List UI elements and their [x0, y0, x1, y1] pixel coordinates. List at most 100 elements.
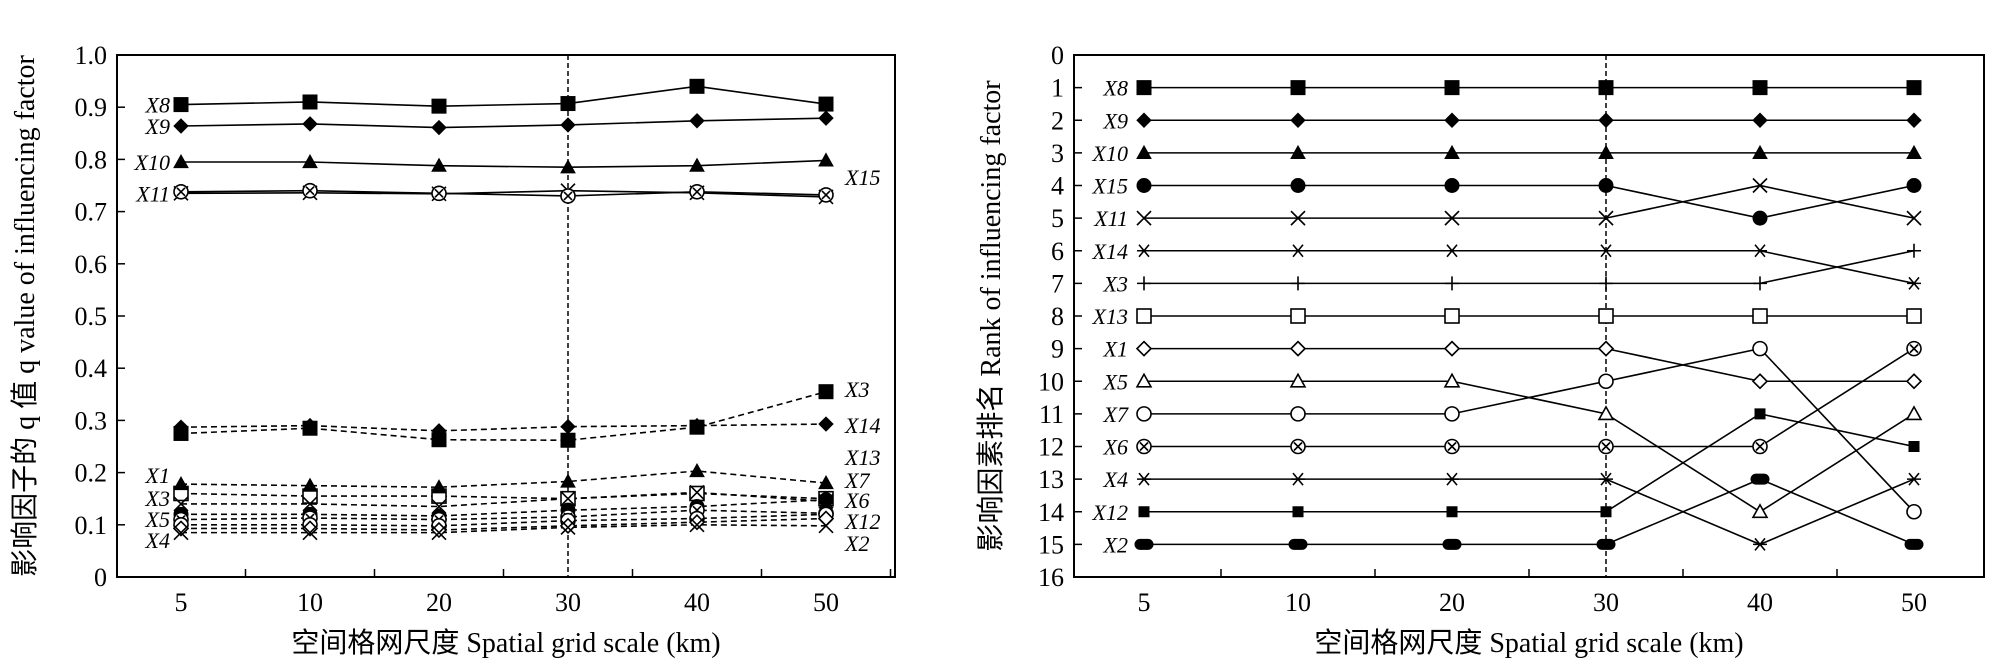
R-point-x9-shape [1598, 112, 1614, 128]
R-point-x6-cross [1447, 441, 1457, 452]
L-point-x3 [818, 384, 834, 400]
R-point-x14-shape [1291, 244, 1305, 258]
R-point-x3 [1599, 276, 1613, 291]
L-point-x7-shape [818, 475, 834, 490]
R-point-x7 [1752, 340, 1768, 357]
R-point-x8-shape [1290, 80, 1306, 96]
R-point-x15-shape [1290, 178, 1306, 193]
L-x-tick-label: 40 [684, 588, 710, 617]
R-point-x2 [1134, 538, 1154, 550]
L-point-x2 [560, 519, 576, 535]
R-point-x13-shape [1598, 308, 1614, 324]
R-point-x15 [1136, 178, 1152, 193]
R-y-tick-label: 11 [1039, 400, 1064, 429]
R-point-x6-cross [1755, 441, 1765, 452]
R-point-x6 [1444, 438, 1460, 455]
R-series-label-x2: X2 [1103, 532, 1128, 557]
R-point-x8-shape [1136, 80, 1152, 96]
R-point-x9-shape [1752, 112, 1768, 128]
R-point-x12 [1138, 506, 1150, 518]
R-y-tick-label: 10 [1038, 367, 1064, 396]
L-series-label-x5: X5 [145, 507, 170, 532]
R-series-line-x3 [1144, 249, 1915, 285]
L-y-tick-label: 0.7 [75, 198, 108, 227]
L-point-x2 [431, 525, 447, 541]
L-series-line-x10 [181, 159, 827, 169]
R-series-label-x14: X14 [1092, 239, 1128, 264]
R-point-x11 [1444, 210, 1460, 226]
R-point-x9-shape [1290, 112, 1306, 128]
R-point-x8-shape [1752, 80, 1768, 96]
R-point-x4 [1137, 472, 1151, 486]
R-point-x6-cross [1909, 344, 1919, 354]
R-series-line-x12 [1144, 413, 1915, 513]
R-point-x13-shape [1444, 308, 1460, 324]
R-point-x3 [1137, 276, 1151, 291]
R-point-x10 [1136, 144, 1152, 159]
R-series-line-x1 [1144, 347, 1914, 383]
L-point-x6-shape [818, 492, 834, 508]
L-point-x10 [302, 153, 318, 169]
R-point-x13 [1598, 308, 1614, 324]
L-series-label-x10: X10 [134, 150, 170, 175]
L-point-x3 [560, 432, 576, 448]
R-point-x14-shape [1599, 244, 1613, 258]
L-series-label-x4: X4 [145, 528, 170, 553]
L-point-x10-shape [689, 157, 705, 172]
R-point-x9 [1906, 112, 1922, 128]
L-point-x8 [689, 78, 705, 94]
R-point-x14 [1291, 244, 1305, 258]
R-point-x8-shape [1598, 80, 1614, 96]
L-point-x7 [302, 477, 318, 492]
R-point-x15-shape [1136, 178, 1152, 193]
R-point-x2-shape [1904, 538, 1924, 550]
R-y-tick-label: 3 [1051, 139, 1064, 168]
R-point-x12 [1754, 408, 1766, 420]
R-point-x12-shape [1600, 506, 1612, 518]
R-point-x15 [1290, 178, 1306, 193]
R-point-x6 [1752, 438, 1768, 455]
L-point-x7 [431, 479, 447, 494]
L-point-x15-cross [563, 191, 573, 201]
R-point-x9 [1752, 112, 1768, 128]
R-point-x1-shape [1443, 340, 1461, 357]
R-point-x15-shape [1752, 210, 1768, 226]
R-point-x1-shape [1751, 373, 1769, 390]
R-x-tick-label: 20 [1439, 588, 1465, 617]
L-point-x14 [560, 418, 576, 435]
L-point-x2 [689, 517, 705, 533]
R-point-x14 [1137, 244, 1151, 258]
L-x-tick-label: 10 [297, 588, 323, 617]
R-point-x8 [1290, 80, 1306, 96]
R-point-x2 [1288, 538, 1308, 550]
R-point-x11 [1136, 210, 1152, 226]
L-point-x4-shape [301, 520, 319, 537]
R-point-x2-shape [1750, 473, 1770, 485]
L-point-x8-shape [302, 94, 318, 110]
L-y-tick-label: 0.5 [75, 302, 108, 331]
L-point-x8-shape [431, 98, 447, 114]
R-point-x12 [1292, 506, 1304, 518]
R-point-x10 [1752, 144, 1768, 159]
R-y-tick-label: 7 [1051, 269, 1064, 298]
L-x-tick-label: 5 [175, 588, 188, 617]
R-point-x11-shape [1444, 210, 1460, 226]
R-point-x11-shape [1752, 177, 1768, 194]
left-y-axis-title: 影响因子的 q 值 q value of influencing factor [9, 54, 41, 576]
right-y-axis-title: 影响因素排名 Rank of influencing factor [975, 80, 1007, 552]
R-y-tick-label: 4 [1051, 172, 1064, 201]
R-point-x4-shape [1599, 472, 1613, 486]
R-series-label-x10: X10 [1092, 141, 1128, 166]
R-series-label-x15: X15 [1092, 174, 1128, 199]
L-point-x15 [560, 188, 576, 204]
R-point-x15 [1752, 210, 1768, 226]
L-series-line-x11 [180, 189, 827, 198]
R-point-x2-shape [1596, 538, 1616, 550]
L-point-x14 [818, 416, 834, 432]
R-series-label-x1: X1 [1103, 337, 1128, 362]
L-point-x14-shape [173, 419, 189, 435]
L-series-line-x3 [180, 390, 827, 442]
L-x-tick-label: 50 [813, 588, 839, 617]
R-point-x10 [1906, 144, 1922, 159]
L-point-x10 [431, 157, 447, 172]
